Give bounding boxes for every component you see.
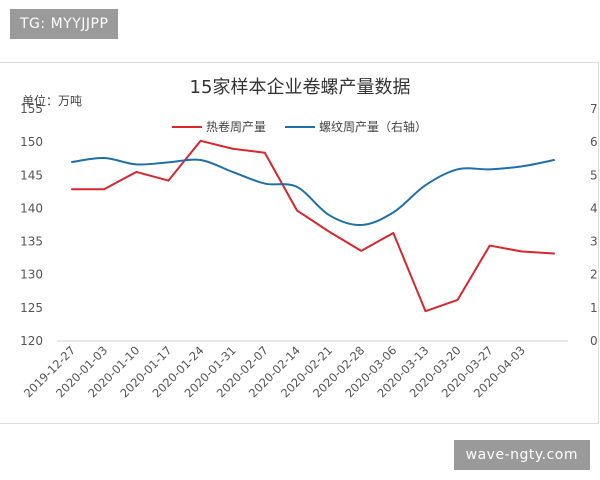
right-tick-label: 20	[590, 268, 598, 282]
y-axis-unit-label: 单位：万吨	[22, 93, 82, 108]
legend: 热卷周产量 螺纹周产量（右轴）	[172, 119, 427, 134]
left-tick-label: 120	[20, 334, 43, 348]
legend-label-hot-coil: 热卷周产量	[206, 119, 266, 134]
right-tick-label: 60	[590, 135, 598, 149]
watermark-bottom: wave-ngty.com	[453, 440, 590, 470]
right-tick-label: 30	[590, 235, 598, 249]
chart-title: 15家样本企业卷螺产量数据	[190, 77, 411, 98]
x-axis: 2019-12-272020-01-032020-01-102020-01-17…	[21, 340, 568, 400]
right-tick-label: 50	[590, 168, 598, 182]
legend-label-rebar: 螺纹周产量（右轴）	[319, 119, 427, 134]
chart-card: 15家样本企业卷螺产量数据 单位：万吨 热卷周产量 螺纹周产量（右轴） 120 1…	[0, 62, 600, 424]
left-tick-label: 150	[20, 135, 43, 149]
left-y-axis: 120 125 130 135 140 145 150 155	[20, 102, 43, 348]
left-tick-label: 135	[20, 235, 43, 249]
series-line-rebar	[71, 157, 555, 227]
right-tick-label: 40	[590, 201, 598, 215]
series-line-hot-coil	[71, 139, 555, 313]
right-tick-label: 10	[590, 301, 598, 315]
line-chart: 15家样本企业卷螺产量数据 单位：万吨 热卷周产量 螺纹周产量（右轴） 1201…	[20, 77, 600, 400]
right-tick-label: 70	[590, 102, 598, 116]
left-tick-label: 125	[20, 301, 43, 315]
series-layer	[71, 139, 555, 313]
left-tick-label: 140	[20, 201, 43, 215]
left-tick-label: 155	[20, 102, 43, 116]
watermark-top: TG: MYYJJPP	[10, 9, 119, 39]
right-y-axis: 0 10 20 30 40 50 60 70	[590, 102, 600, 348]
right-tick-label: 0	[590, 334, 598, 348]
left-tick-label: 145	[20, 168, 43, 182]
left-tick-label: 130	[20, 268, 43, 282]
